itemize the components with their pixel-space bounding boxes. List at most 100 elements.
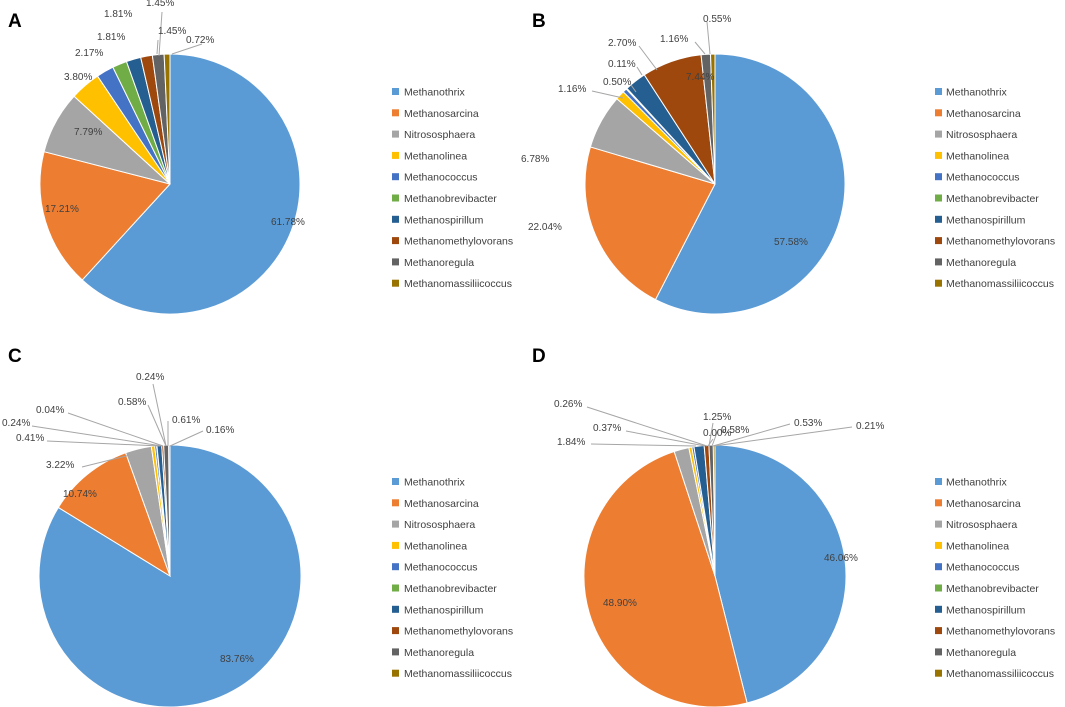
legend-label: Methanomethylovorans — [404, 626, 513, 638]
data-label: 1.25% — [703, 412, 731, 423]
leader-line — [708, 422, 714, 447]
legend-swatch — [935, 541, 942, 549]
legend-label: Methanococcus — [946, 562, 1020, 574]
panel-letter: B — [532, 11, 546, 32]
legend-label: Methanomethylovorans — [946, 626, 1055, 638]
legend-label: Methanobrevibacter — [946, 193, 1039, 205]
legend-label: Methanosarcina — [404, 108, 479, 120]
data-label: 0.50% — [603, 77, 631, 88]
data-label: 0.26% — [554, 399, 582, 410]
legend-label: Methanospirillum — [404, 214, 484, 226]
legend-label: Methanoregula — [946, 647, 1016, 659]
legend-label: Methanolinea — [946, 150, 1009, 162]
legend-label: Methanomethylovorans — [946, 236, 1055, 248]
legend-swatch — [935, 237, 942, 245]
data-label: 0.58% — [721, 425, 749, 436]
legend-swatch — [392, 279, 399, 287]
legend-swatch — [392, 130, 399, 138]
leader-line — [711, 429, 719, 447]
data-label: 0.37% — [593, 423, 621, 434]
legend-swatch — [392, 88, 399, 95]
leader-line — [712, 423, 791, 447]
legend-label: Methanolinea — [404, 150, 467, 162]
data-label: 2.17% — [75, 48, 103, 59]
data-label: 48.90% — [603, 598, 637, 609]
leader-line — [706, 21, 711, 55]
data-label: 0.24% — [136, 372, 164, 383]
pie-slice-methanothrix — [714, 444, 847, 704]
pie-slice-methanomassiliicoccus — [168, 444, 171, 577]
legend-swatch — [935, 669, 942, 677]
legend-swatch — [935, 194, 942, 202]
leader-line — [81, 449, 151, 468]
leader-line — [147, 404, 167, 447]
data-label: 1.16% — [558, 84, 586, 95]
legend-label: Methanobrevibacter — [404, 193, 497, 205]
data-label: 57.58% — [774, 237, 808, 248]
legend-swatch — [392, 499, 399, 507]
pie-slice-methanosarcina — [584, 146, 716, 301]
leader-line — [636, 66, 643, 76]
pie-slice-methanosarcina — [39, 151, 171, 281]
leader-line — [158, 11, 163, 57]
pie-slice-methanomassiliicoccus — [163, 53, 171, 185]
leader-line — [625, 430, 706, 447]
legend-label: Methanothrix — [946, 87, 1007, 99]
legend-label: Methanomassiliicoccus — [946, 278, 1054, 290]
legend-swatch — [392, 520, 399, 528]
legend-swatch — [392, 215, 399, 223]
legend-label: Methanomassiliicoccus — [946, 668, 1054, 680]
data-label: 46.06% — [824, 553, 858, 564]
legend: Methanothrix Methanosarcina Nitrososphaera… — [392, 87, 513, 290]
legend-swatch — [935, 88, 942, 95]
legend-label: Methanosarcina — [946, 498, 1021, 510]
leader-line — [591, 90, 624, 99]
legend-label: Methanoregula — [404, 647, 474, 659]
legend-label: Methanospirillum — [946, 604, 1026, 616]
data-label: 3.22% — [46, 460, 74, 471]
legend-label: Methanomassiliicoccus — [404, 278, 512, 290]
data-label: 1.45% — [146, 0, 174, 9]
legend-label: Methanobrevibacter — [404, 583, 497, 595]
data-label: 0.53% — [794, 418, 822, 429]
data-label: 1.81% — [97, 32, 125, 43]
leader-line — [156, 39, 159, 55]
leader-line — [31, 425, 163, 447]
chart-panel-c: C 83.76% 10.74% 3.22% 0.41% 0.24% 0.04% 0.58% 0.… — [2, 346, 513, 707]
legend-swatch — [392, 627, 399, 635]
legend-swatch — [392, 478, 399, 485]
legend-label: Methanomethylovorans — [404, 236, 513, 248]
legend-label: Methanolinea — [946, 540, 1009, 552]
legend-swatch — [935, 648, 942, 656]
data-label: 0.24% — [2, 418, 30, 429]
legend-label: Methanococcus — [404, 562, 478, 574]
chart-panel-d: D 46.06% 48.90% 1.84% 0.37% 0.26% 0.00% 1.25% 0.… — [532, 346, 1055, 707]
data-label: 0.11% — [608, 59, 636, 70]
leader-line — [586, 406, 708, 447]
legend-swatch — [392, 541, 399, 549]
data-label: 0.55% — [703, 14, 731, 25]
panel-letter: D — [532, 346, 546, 367]
legend-swatch — [392, 173, 399, 181]
chart-panel-a: A 61.78% 17.21% 7.79% 3.80% 2.17% 1.81% 1.81% 1.… — [8, 0, 513, 315]
legend-swatch — [935, 173, 942, 181]
data-label: 0.00% — [703, 428, 731, 439]
legend-label: Nitrososphaera — [404, 129, 475, 141]
pie-slice-methanomassiliicoccus — [709, 53, 716, 185]
data-label: 7.44% — [686, 72, 714, 83]
data-label: 10.74% — [63, 489, 97, 500]
legend-swatch — [935, 215, 942, 223]
legend-label: Methanococcus — [946, 172, 1020, 184]
legend-label: Methanospirillum — [946, 214, 1026, 226]
legend-swatch — [935, 520, 942, 528]
data-label: 0.72% — [186, 35, 214, 46]
legend-label: Methanoregula — [404, 257, 474, 269]
chart-panel-b: B 57.58% 22.04% 6.78% 1.16% 0.50% 0.11% 2.70% 7.… — [521, 11, 1055, 315]
data-label: 0.04% — [36, 405, 64, 416]
pie-slice-methanosarcina — [583, 450, 748, 707]
data-label: 7.79% — [74, 127, 102, 138]
legend-label: Methanosarcina — [404, 498, 479, 510]
legend-label: Methanolinea — [404, 540, 467, 552]
legend-swatch — [935, 627, 942, 635]
data-label: 0.41% — [16, 433, 44, 444]
